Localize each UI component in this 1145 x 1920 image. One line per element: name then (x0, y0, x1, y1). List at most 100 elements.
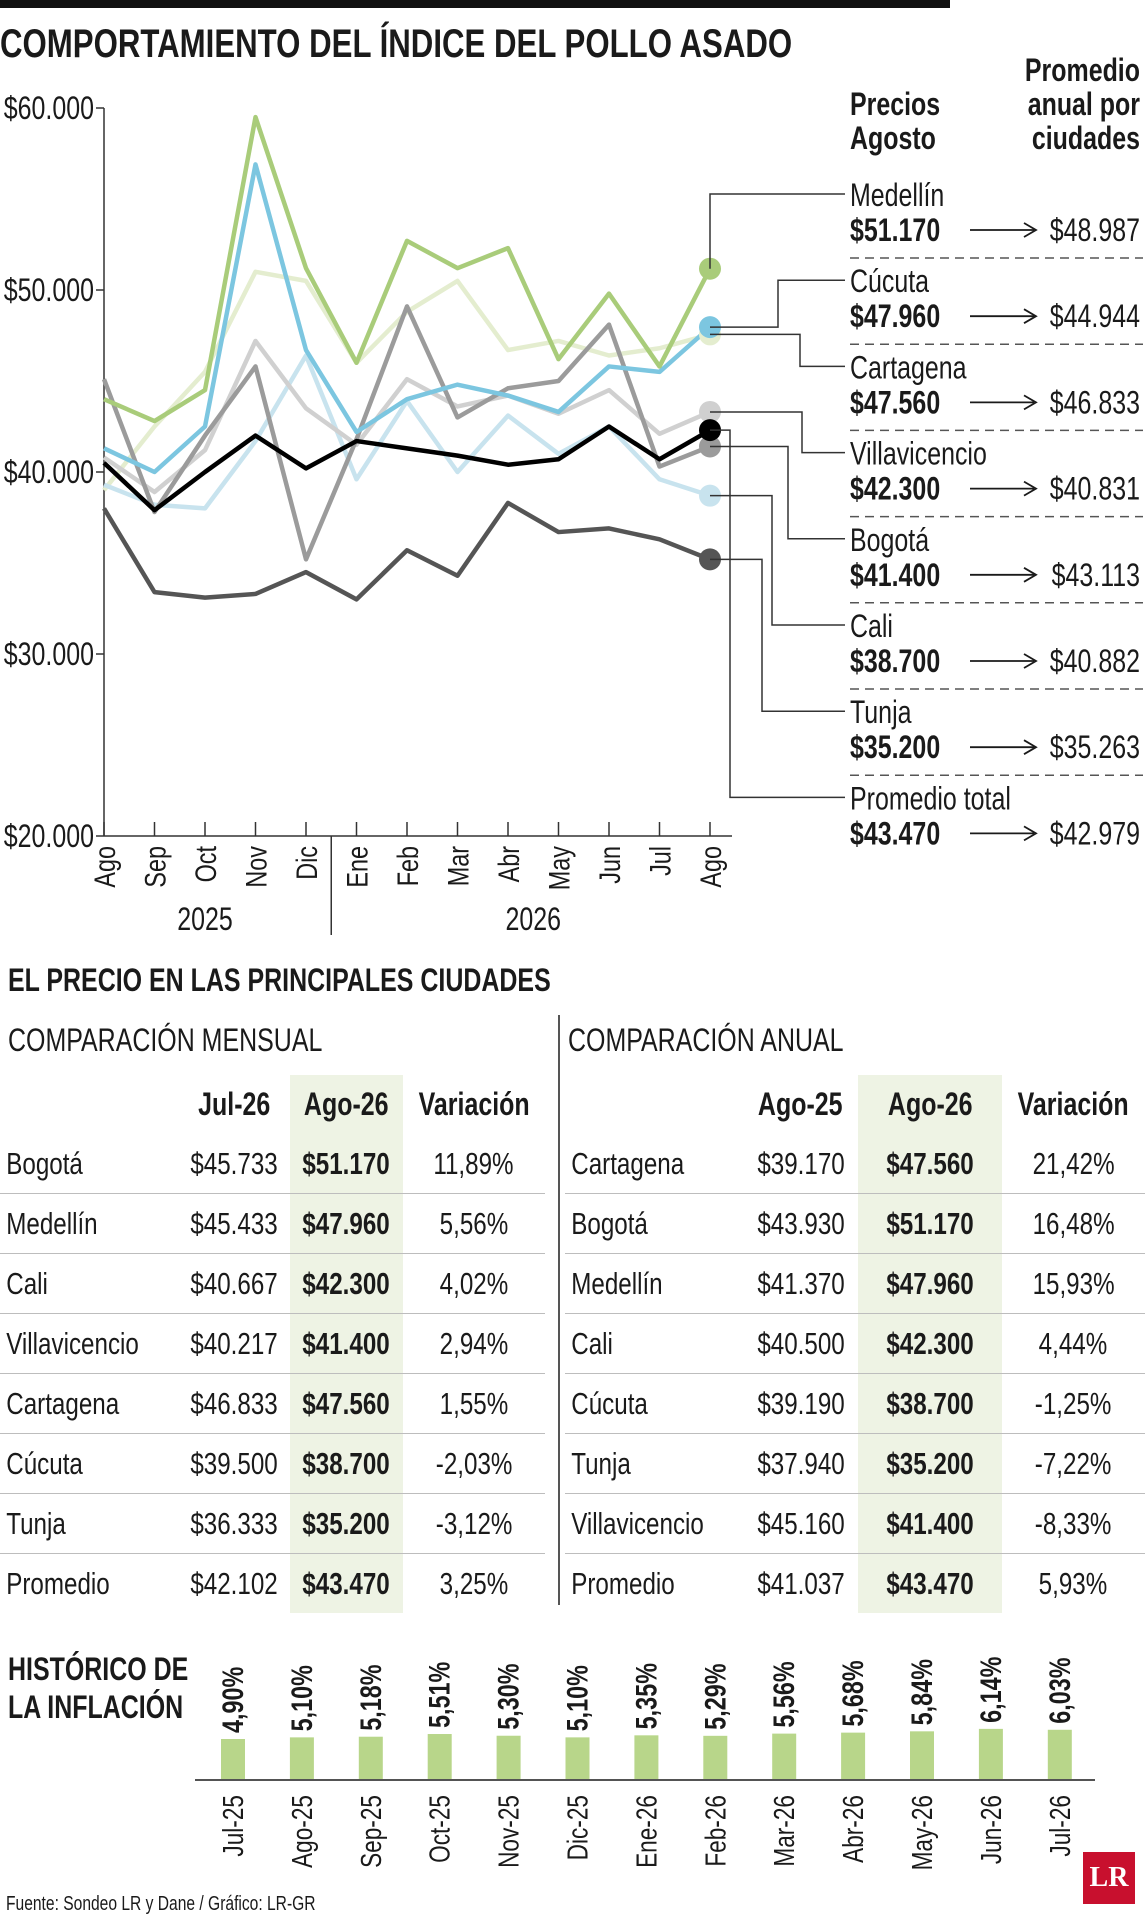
city-cell: Medellín (565, 1253, 744, 1314)
legend-price: $47.560 (850, 386, 940, 422)
bar-category-label: Jun-26 (974, 1795, 1007, 1864)
legend-price: $35.200 (850, 730, 940, 766)
table-row: Promedio $42.102 $43.470 3,25% (0, 1553, 545, 1613)
prev-price-cell: $45.733 (178, 1134, 291, 1194)
x-tick-label: Feb (391, 846, 424, 886)
legend-connector (710, 279, 845, 328)
legend-connector (709, 193, 845, 269)
table-row: Tunja $36.333 $35.200 -3,12% (0, 1493, 545, 1554)
city-cell: Cúcuta (565, 1373, 744, 1434)
legend-annual: $44.944 (1050, 299, 1140, 335)
city-cell: Medellín (0, 1193, 179, 1254)
monthly-table: Jul-26 Ago-26 Variación Bogotá $45.733 $51.1… (0, 1075, 545, 1613)
page-title: COMPORTAMIENTO DEL ÍNDICE DEL POLLO ASAD… (0, 22, 793, 66)
column-header: Ago-26 (290, 1075, 403, 1134)
legend-price: $38.700 (850, 644, 940, 680)
current-price-cell: $38.700 (290, 1433, 403, 1494)
bar-category-label: Ago-25 (285, 1795, 318, 1868)
variation-cell: 5,56% (402, 1193, 545, 1254)
city-cell: Cali (0, 1253, 179, 1314)
legend-header-promedio: anual por (1028, 87, 1140, 123)
bar-value-label: 5,18% (354, 1664, 387, 1730)
legend-price: $51.170 (850, 213, 940, 249)
legend-price: $41.400 (850, 558, 940, 594)
legend-city-name: Cali (850, 609, 893, 645)
inflation-title: HISTÓRICO DE LA INFLACIÓN (8, 1651, 189, 1725)
prev-price-cell: $36.333 (178, 1493, 291, 1554)
legend-city-name: Villavicencio (850, 437, 987, 473)
legend-annual: $40.882 (1050, 644, 1140, 680)
bar-category-label: Nov-25 (492, 1795, 525, 1868)
column-header: Variación (1017, 1086, 1129, 1122)
table-divider (558, 1015, 560, 1605)
current-price-cell: $51.170 (290, 1134, 403, 1194)
current-price-cell: $41.400 (858, 1493, 1002, 1554)
legend-city-name: Medellín (850, 178, 944, 214)
bar-value-label: 5,29% (699, 1663, 732, 1729)
legend-arrow-head (1023, 394, 1038, 411)
bar-category-label: Abr-26 (836, 1795, 869, 1863)
bar-category-label: Feb-26 (699, 1795, 732, 1867)
series-line (103, 114, 712, 424)
current-price-cell: $41.400 (290, 1313, 403, 1374)
x-tick-label: Dic (290, 846, 323, 880)
legend-annual: $42.979 (1050, 817, 1140, 853)
legend-arrow-head (1023, 308, 1038, 324)
top-rule (0, 0, 950, 8)
prev-price-cell: $37.940 (743, 1433, 859, 1494)
x-tick-label: Mar (442, 846, 475, 886)
x-tick-label: Abr (492, 846, 525, 882)
table-row: Cartagena $39.170 $47.560 21,42% (565, 1134, 1145, 1194)
table-row: Bogotá $43.930 $51.170 16,48% (565, 1193, 1145, 1254)
bar-value-label: 5,51% (423, 1662, 456, 1728)
current-price-cell: $43.470 (290, 1553, 403, 1613)
city-cell: Cartagena (0, 1373, 179, 1434)
inflation-bar (1047, 1729, 1072, 1779)
legend-header-promedio: ciudades (1032, 121, 1140, 157)
legend-price: $43.470 (850, 817, 940, 853)
table-row: Medellín $41.370 $47.960 15,93% (565, 1253, 1145, 1314)
table-header-row: Ago-25 Ago-26 Variación (565, 1075, 1145, 1134)
prev-price-cell: $40.500 (743, 1313, 859, 1374)
bar-value-label: 6,14% (974, 1656, 1007, 1722)
series-line (101, 304, 711, 562)
current-price-cell: $47.560 (290, 1373, 403, 1434)
column-header (565, 1075, 743, 1134)
bar-value-label: 5,68% (836, 1660, 869, 1726)
prev-price-cell: $41.370 (743, 1253, 859, 1314)
x-tick-label: Ago (88, 846, 121, 888)
legend-price: $47.960 (850, 299, 940, 335)
inflation-bar (565, 1737, 590, 1779)
inflation-bar-chart: 4,90% Jul-25 5,10% Ago-25 5,18% Sep-25 5,51% Oc… (195, 1656, 1095, 1870)
current-price-cell: $35.200 (290, 1493, 403, 1554)
table-row: Bogotá $45.733 $51.170 11,89% (0, 1134, 545, 1194)
city-cell: Bogotá (0, 1134, 179, 1194)
variation-cell: 4,02% (402, 1253, 545, 1314)
monthly-title: COMPARACIÓN MENSUAL (8, 1022, 323, 1058)
legend-arrow-head (1023, 739, 1038, 755)
table-row: Cali $40.667 $42.300 4,02% (0, 1253, 545, 1314)
year-label: 2026 (505, 902, 561, 938)
x-tick-label: Jul (644, 846, 677, 876)
y-tick-label: $30.000 (4, 637, 94, 673)
series-line (102, 338, 711, 495)
legend-header-precios: Precios (850, 87, 940, 123)
annual-title: COMPARACIÓN ANUAL (568, 1022, 844, 1058)
column-header: Ago-25 (758, 1086, 843, 1122)
bar-category-label: Jul-25 (216, 1795, 249, 1857)
inflation-bar (496, 1735, 521, 1779)
legend-annual: $46.833 (1050, 386, 1140, 422)
legend-annual: $43.113 (1052, 558, 1140, 594)
x-tick-label: Nov (240, 846, 273, 888)
inflation-bar (978, 1728, 1003, 1779)
city-cell: Tunja (565, 1433, 744, 1494)
legend-city-name: Cúcuta (850, 264, 929, 300)
bar-value-label: 5,35% (630, 1663, 663, 1729)
current-price-cell: $42.300 (290, 1253, 403, 1314)
table-row: Cali $40.500 $42.300 4,44% (565, 1313, 1145, 1374)
legend-arrow-head (1023, 222, 1038, 238)
table-row: Cúcuta $39.500 $38.700 -2,03% (0, 1433, 545, 1494)
table-row: Villavicencio $45.160 $41.400 -8,33% (565, 1493, 1145, 1554)
legend-city-name: Bogotá (850, 523, 929, 559)
bar-value-label: 6,03% (1043, 1657, 1076, 1723)
